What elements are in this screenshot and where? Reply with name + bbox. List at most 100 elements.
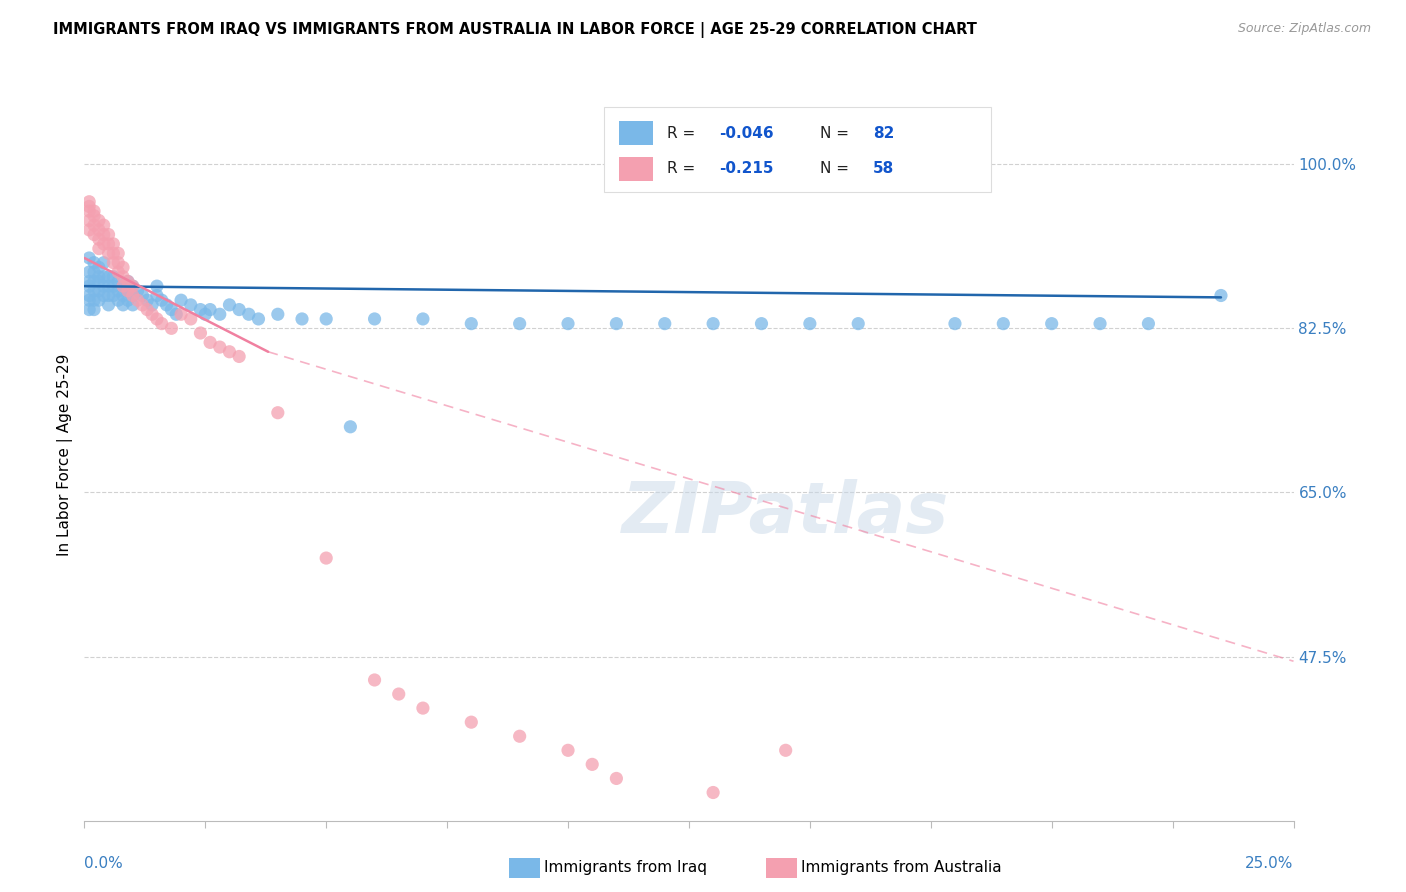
Point [77, 293, 100, 308]
Text: -0.215: -0.215 [720, 161, 773, 177]
Point [107, 255, 129, 269]
Point [267, 307, 290, 321]
Point [238, 307, 260, 321]
Point [83, 293, 105, 308]
Point [775, 743, 797, 757]
Point [112, 260, 135, 275]
Point [412, 312, 434, 326]
Point [77, 275, 100, 289]
Point [190, 302, 212, 317]
Point [121, 298, 143, 312]
Text: IMMIGRANTS FROM IRAQ VS IMMIGRANTS FROM AUSTRALIA IN LABOR FORCE | AGE 25-29 COR: IMMIGRANTS FROM IRAQ VS IMMIGRANTS FROM … [53, 22, 977, 38]
Point [388, 687, 411, 701]
Point [121, 279, 143, 293]
Text: 25.0%: 25.0% [1246, 856, 1294, 871]
Point [103, 279, 125, 293]
Point [1137, 317, 1160, 331]
Point [77, 265, 100, 279]
Point [103, 269, 125, 284]
Point [93, 269, 115, 284]
Point [363, 312, 385, 326]
Point [117, 284, 139, 298]
Point [509, 729, 531, 743]
Point [107, 246, 129, 260]
Point [97, 246, 120, 260]
Text: N =: N = [820, 161, 853, 177]
FancyBboxPatch shape [605, 108, 991, 192]
Point [83, 302, 105, 317]
Point [107, 265, 129, 279]
Point [103, 288, 125, 302]
Point [93, 279, 115, 293]
Point [77, 194, 100, 209]
Point [799, 317, 821, 331]
Point [846, 317, 869, 331]
Point [87, 223, 110, 237]
Point [198, 335, 221, 350]
Point [97, 227, 120, 242]
Point [1088, 317, 1111, 331]
Point [117, 275, 139, 289]
Point [77, 288, 100, 302]
Point [180, 312, 202, 326]
Point [127, 293, 149, 308]
Point [136, 302, 159, 317]
Y-axis label: In Labor Force | Age 25-29: In Labor Force | Age 25-29 [58, 354, 73, 556]
FancyBboxPatch shape [619, 157, 652, 180]
Point [581, 757, 603, 772]
Point [993, 317, 1015, 331]
Point [363, 673, 385, 687]
Point [77, 223, 100, 237]
Point [228, 302, 250, 317]
Point [131, 288, 153, 302]
Text: Immigrants from Australia: Immigrants from Australia [801, 860, 1002, 874]
Point [83, 284, 105, 298]
Point [87, 213, 110, 227]
Point [605, 317, 627, 331]
Point [160, 302, 183, 317]
Point [751, 317, 773, 331]
Point [97, 236, 120, 251]
Point [77, 213, 100, 227]
Point [103, 236, 125, 251]
Point [87, 242, 110, 256]
Text: 58: 58 [873, 161, 894, 177]
Point [228, 350, 250, 364]
Text: ZIPatlas: ZIPatlas [621, 479, 949, 548]
Point [180, 298, 202, 312]
Point [150, 293, 173, 308]
Point [93, 288, 115, 302]
Point [107, 275, 129, 289]
Point [121, 288, 143, 302]
Text: Source: ZipAtlas.com: Source: ZipAtlas.com [1237, 22, 1371, 36]
Point [291, 312, 314, 326]
Point [509, 317, 531, 331]
Point [112, 288, 135, 302]
Point [112, 279, 135, 293]
Point [97, 269, 120, 284]
Point [83, 265, 105, 279]
Point [654, 317, 676, 331]
Point [97, 298, 120, 312]
Point [103, 255, 125, 269]
Point [112, 269, 135, 284]
Point [315, 551, 337, 566]
Point [160, 321, 183, 335]
Point [103, 246, 125, 260]
Point [77, 251, 100, 265]
Point [77, 279, 100, 293]
Point [315, 312, 337, 326]
Point [557, 317, 579, 331]
Point [83, 209, 105, 223]
Point [127, 284, 149, 298]
Text: -0.046: -0.046 [720, 126, 773, 141]
Point [112, 298, 135, 312]
Point [136, 293, 159, 308]
Text: N =: N = [820, 126, 853, 141]
Point [208, 340, 231, 354]
Point [198, 302, 221, 317]
Text: R =: R = [668, 161, 700, 177]
Point [170, 307, 193, 321]
Point [146, 288, 169, 302]
Point [83, 218, 105, 232]
